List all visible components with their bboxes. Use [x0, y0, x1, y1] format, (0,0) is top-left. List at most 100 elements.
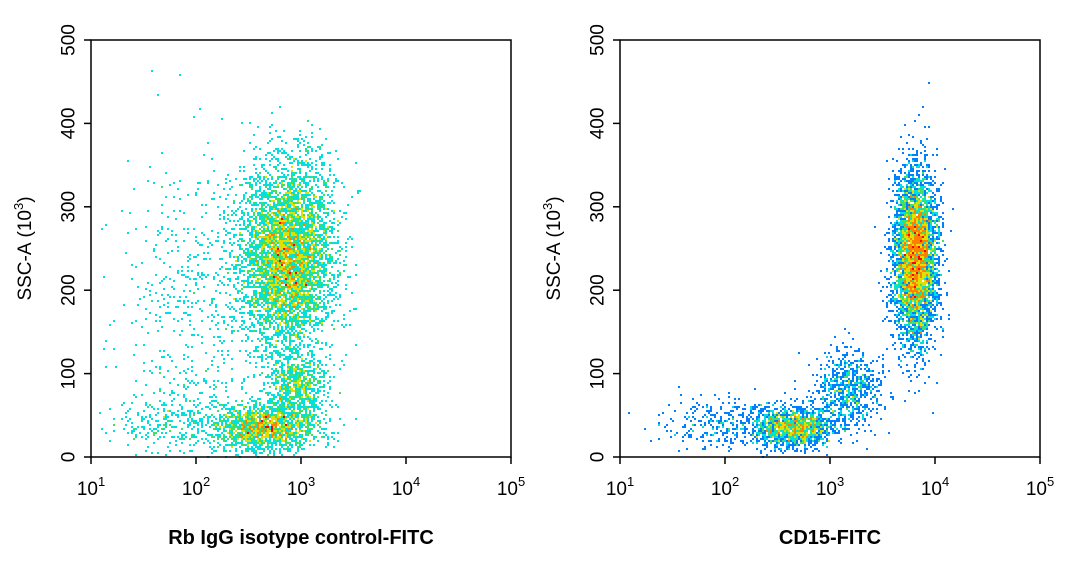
data-point: [315, 240, 317, 242]
data-point: [281, 218, 283, 220]
data-point: [321, 262, 323, 264]
data-point: [249, 432, 251, 434]
data-point: [327, 202, 329, 204]
data-point: [305, 410, 307, 412]
data-point: [261, 316, 263, 318]
data-point: [261, 438, 263, 440]
data-point: [263, 318, 265, 320]
data-point: [247, 410, 249, 412]
data-point: [255, 348, 257, 350]
data-point: [283, 296, 285, 298]
data-point: [279, 198, 281, 200]
data-point: [231, 416, 233, 418]
data-point: [227, 206, 229, 208]
data-point: [299, 378, 301, 380]
data-point: [211, 314, 213, 316]
data-point: [303, 232, 305, 234]
data-point: [305, 298, 307, 300]
data-point: [287, 278, 289, 280]
data-point: [289, 240, 291, 242]
data-point: [321, 324, 323, 326]
data-point: [241, 256, 243, 258]
data-point: [257, 254, 259, 256]
data-point: [239, 442, 241, 444]
data-point: [271, 264, 273, 266]
data-point: [127, 444, 129, 446]
data-point: [245, 422, 247, 424]
data-point: [309, 188, 311, 190]
data-point: [247, 442, 249, 444]
data-point: [283, 248, 285, 250]
data-point: [307, 200, 309, 202]
data-point: [265, 258, 267, 260]
data-point: [281, 404, 283, 406]
data-point: [307, 416, 309, 418]
data-point: [293, 246, 295, 248]
data-point: [155, 314, 157, 316]
data-point: [235, 288, 237, 290]
data-point: [339, 304, 341, 306]
data-point: [305, 432, 307, 434]
data-point: [305, 408, 307, 410]
data-point: [297, 228, 299, 230]
data-point: [191, 270, 193, 272]
data-point: [253, 438, 255, 440]
data-point: [231, 442, 233, 444]
data-point: [309, 278, 311, 280]
data-point: [263, 250, 265, 252]
data-point: [279, 192, 281, 194]
data-point: [257, 356, 259, 358]
data-point: [193, 292, 195, 294]
data-point: [297, 162, 299, 164]
data-point: [201, 310, 203, 312]
data-point: [285, 428, 287, 430]
data-point: [289, 234, 291, 236]
data-point: [281, 260, 283, 262]
data-point: [309, 350, 311, 352]
data-point: [309, 250, 311, 252]
data-point: [195, 278, 197, 280]
data-point: [259, 182, 261, 184]
data-point: [273, 224, 275, 226]
data-point: [281, 266, 283, 268]
data-point: [281, 248, 283, 250]
data-point: [217, 284, 219, 286]
data-point: [263, 416, 265, 418]
data-point: [291, 320, 293, 322]
data-point: [211, 230, 213, 232]
data-point: [289, 198, 291, 200]
data-point: [305, 330, 307, 332]
data-point: [269, 262, 271, 264]
data-point: [285, 282, 287, 284]
data-point: [297, 422, 299, 424]
data-point: [275, 432, 277, 434]
data-point: [289, 238, 291, 240]
data-point: [249, 246, 251, 248]
data-point: [263, 308, 265, 310]
data-point: [225, 328, 227, 330]
data-point: [157, 234, 159, 236]
data-point: [299, 182, 301, 184]
data-point: [293, 224, 295, 226]
data-point: [233, 428, 235, 430]
data-point: [269, 344, 271, 346]
data-point: [277, 256, 279, 258]
data-point: [343, 270, 345, 272]
data-point: [315, 262, 317, 264]
data-point: [317, 430, 319, 432]
data-point: [237, 278, 239, 280]
data-point: [237, 330, 239, 332]
data-point: [299, 370, 301, 372]
data-point: [249, 222, 251, 224]
data-point: [301, 406, 303, 408]
data-point: [315, 422, 317, 424]
data-point: [161, 204, 163, 206]
data-point: [289, 224, 291, 226]
data-point: [303, 224, 305, 226]
data-point: [211, 198, 213, 200]
data-point: [307, 316, 309, 318]
data-point: [285, 202, 287, 204]
data-point: [295, 428, 297, 430]
data-point: [309, 364, 311, 366]
data-point: [319, 348, 321, 350]
